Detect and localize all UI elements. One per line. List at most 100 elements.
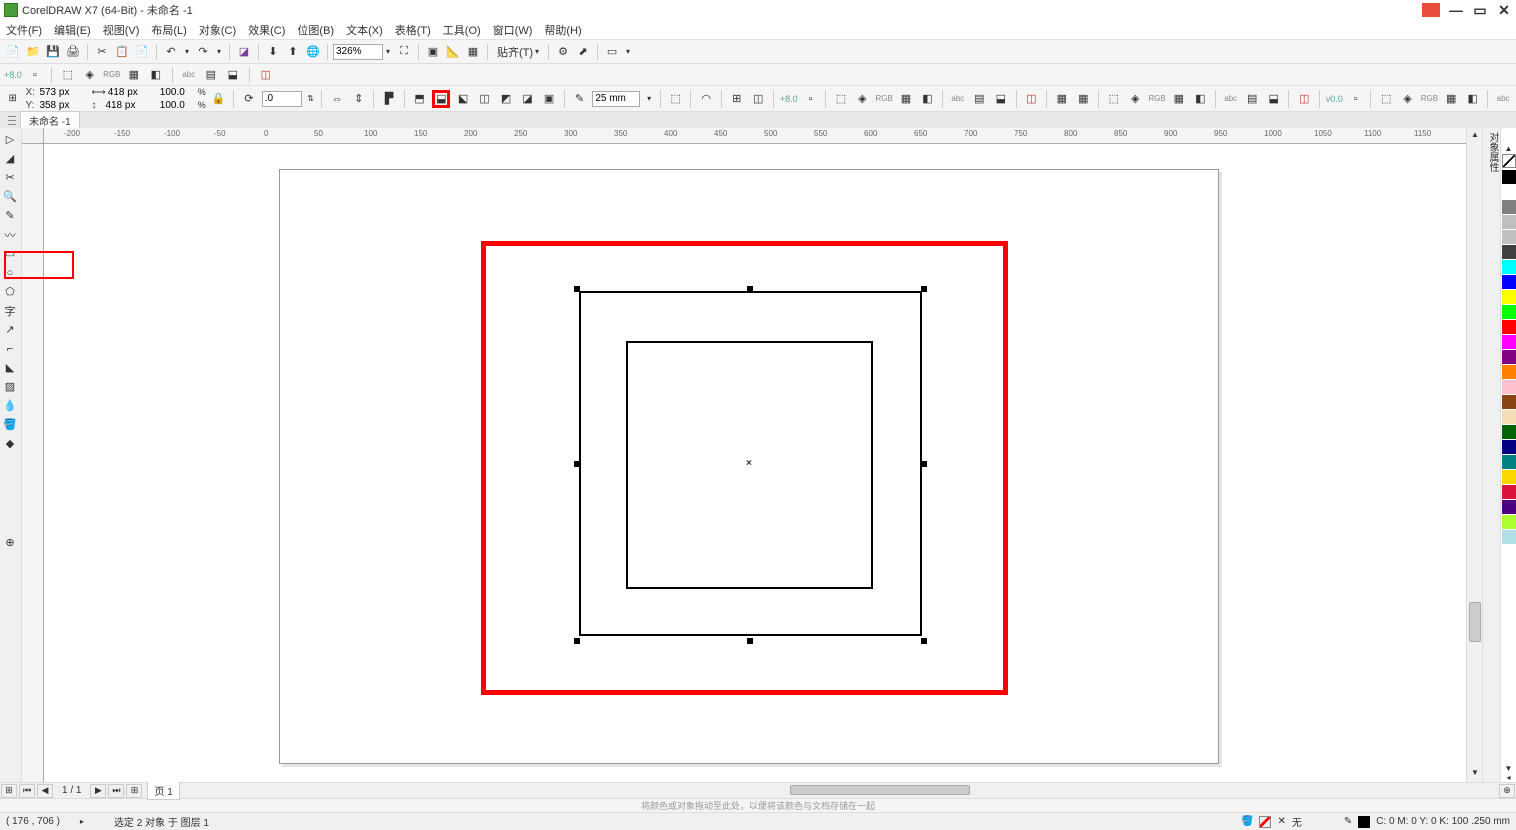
scroll-thumb-h[interactable]: [790, 785, 970, 795]
scale-y-input[interactable]: [160, 98, 196, 112]
menu-table[interactable]: 表格(T): [395, 22, 431, 38]
menu-tools[interactable]: 工具(O): [443, 22, 481, 38]
menu-file[interactable]: 文件(F): [6, 22, 42, 38]
selection-center-icon[interactable]: ×: [746, 458, 752, 469]
palette-swatch[interactable]: [1502, 410, 1516, 424]
palette-flyout-icon[interactable]: ◂: [1501, 773, 1516, 782]
scale-x-input[interactable]: [160, 85, 196, 99]
outline-dropdown[interactable]: ▾: [644, 91, 654, 107]
nav-zoom-button[interactable]: ⊕: [1499, 784, 1515, 798]
palette-swatch[interactable]: [1502, 470, 1516, 484]
width-input[interactable]: [108, 85, 156, 99]
parallel-dim-tool[interactable]: ↗: [0, 320, 20, 339]
cut-button[interactable]: ✂: [93, 43, 111, 61]
quick-customize-button[interactable]: ⊕: [0, 533, 20, 552]
extra-abc3-icon[interactable]: abc: [1494, 90, 1512, 108]
selection-handle-mr[interactable]: [921, 461, 927, 467]
intersect-button[interactable]: ⬕: [454, 90, 472, 108]
menu-text[interactable]: 文本(X): [346, 22, 383, 38]
selection-handle-bc[interactable]: [747, 638, 753, 644]
first-page-button[interactable]: ⏮: [19, 784, 35, 798]
shape-tool[interactable]: ◢: [0, 149, 20, 168]
tb2-btn-8[interactable]: ▤: [202, 66, 220, 84]
tb2-btn-3[interactable]: ◈: [81, 66, 99, 84]
extra-abc2-icon[interactable]: abc: [1222, 90, 1240, 108]
menu-edit[interactable]: 编辑(E): [54, 22, 91, 38]
outline-swatch[interactable]: [1358, 816, 1370, 828]
snap-button[interactable]: 贴齐(T) ▾: [493, 43, 543, 61]
undo-dropdown[interactable]: ▾: [182, 44, 192, 60]
front-minus-back-button[interactable]: ◩: [497, 90, 515, 108]
tb2-btn-1[interactable]: ▫: [26, 66, 44, 84]
drop-shadow-tool[interactable]: ◣: [0, 358, 20, 377]
extra-abc-icon[interactable]: abc: [949, 90, 967, 108]
menu-help[interactable]: 帮助(H): [544, 22, 581, 38]
menu-layout[interactable]: 布局(L): [151, 22, 186, 38]
rotation-input[interactable]: [262, 91, 302, 107]
extra-28[interactable]: ▦: [1442, 90, 1460, 108]
add-page-after-button[interactable]: ⊞: [126, 784, 142, 798]
prev-page-button[interactable]: ◀: [37, 784, 53, 798]
extra-11[interactable]: ⬓: [992, 90, 1010, 108]
menu-window[interactable]: 窗口(W): [493, 22, 533, 38]
vertical-ruler[interactable]: [22, 144, 44, 782]
menu-effects[interactable]: 效果(C): [248, 22, 285, 38]
docker-panel[interactable]: 对象属性: [1482, 128, 1500, 782]
palette-swatch[interactable]: [1502, 290, 1516, 304]
wrap-button[interactable]: ⬚: [667, 90, 685, 108]
grid-options-icon[interactable]: ⊞: [4, 90, 21, 108]
mirror-v-button[interactable]: ⇕: [350, 90, 368, 108]
palette-swatch[interactable]: [1502, 245, 1516, 259]
palette-swatch[interactable]: [1502, 350, 1516, 364]
close-button[interactable]: ✕: [1496, 2, 1512, 19]
menu-object[interactable]: 对象(C): [199, 22, 236, 38]
open-button[interactable]: 📁: [24, 43, 42, 61]
app-button[interactable]: ▭: [603, 43, 621, 61]
zoom-dropdown[interactable]: ▾: [383, 44, 393, 60]
palette-swatch[interactable]: [1502, 365, 1516, 379]
polygon-tool[interactable]: ⬠: [0, 282, 20, 301]
search-button[interactable]: ◪: [235, 43, 253, 61]
tb2-btn-9[interactable]: ⬓: [224, 66, 242, 84]
trim-button[interactable]: ⬓: [432, 90, 450, 108]
extra-18[interactable]: ▦: [1170, 90, 1188, 108]
extra-25[interactable]: ⬚: [1377, 90, 1395, 108]
palette-swatch[interactable]: [1502, 185, 1516, 199]
tb2-btn-2[interactable]: ⬚: [59, 66, 77, 84]
fill-swatch[interactable]: [1259, 816, 1271, 828]
transparency-tool[interactable]: ▨: [0, 377, 20, 396]
palette-swatch[interactable]: [1502, 425, 1516, 439]
palette-swatch[interactable]: [1502, 335, 1516, 349]
last-page-button[interactable]: ⏭: [108, 784, 124, 798]
next-page-button[interactable]: ▶: [90, 784, 106, 798]
palette-swatch[interactable]: [1502, 275, 1516, 289]
extra-1[interactable]: ⊞: [728, 90, 746, 108]
publish-button[interactable]: 🌐: [304, 43, 322, 61]
extra-24[interactable]: ▫: [1347, 90, 1365, 108]
ruler-origin[interactable]: [22, 128, 44, 144]
extra-13[interactable]: ▦: [1053, 90, 1071, 108]
palette-swatch[interactable]: [1502, 320, 1516, 334]
order-front-button[interactable]: ▛: [380, 90, 398, 108]
tb2-abc-icon[interactable]: abc: [180, 66, 198, 84]
tb2-btn-5[interactable]: ▦: [125, 66, 143, 84]
scroll-thumb-v[interactable]: [1469, 602, 1481, 642]
maximize-button[interactable]: ▭: [1472, 2, 1488, 19]
extra-7[interactable]: ▦: [897, 90, 915, 108]
new-button[interactable]: 📄: [4, 43, 22, 61]
palette-swatch[interactable]: [1502, 500, 1516, 514]
menu-view[interactable]: 视图(V): [103, 22, 140, 38]
selection-handle-tl[interactable]: [574, 286, 580, 292]
height-input[interactable]: [105, 98, 153, 112]
user-badge-icon[interactable]: [1422, 3, 1440, 17]
extra-23[interactable]: ◫: [1295, 90, 1313, 108]
undo-button[interactable]: ↶: [162, 43, 180, 61]
palette-swatch[interactable]: [1502, 515, 1516, 529]
back-minus-front-button[interactable]: ◪: [519, 90, 537, 108]
pick-tool[interactable]: ▷: [0, 130, 20, 149]
palette-swatch[interactable]: [1502, 170, 1516, 184]
menu-bitmap[interactable]: 位图(B): [297, 22, 334, 38]
ruler-button[interactable]: 📐: [444, 43, 462, 61]
palette-swatch[interactable]: [1502, 230, 1516, 244]
selection-handle-tc[interactable]: [747, 286, 753, 292]
